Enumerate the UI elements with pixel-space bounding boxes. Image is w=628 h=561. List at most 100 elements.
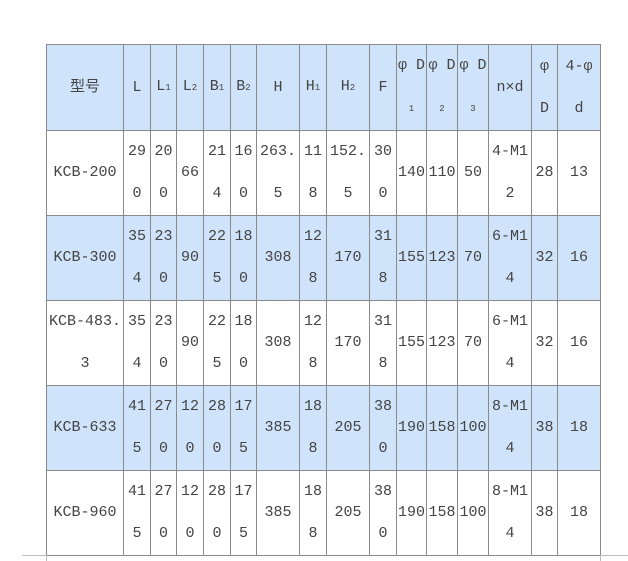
value-cell: 205: [326, 470, 370, 556]
value-cell: 175: [230, 385, 257, 471]
value-cell: 90: [176, 300, 204, 386]
value-cell: 32: [531, 215, 558, 301]
value-cell: 308: [256, 300, 300, 386]
value-cell: 200: [150, 130, 177, 216]
value-cell: 120: [176, 385, 204, 471]
value-cell: 120: [176, 470, 204, 556]
value-cell: 123: [426, 300, 458, 386]
value-cell: 123: [426, 215, 458, 301]
value-cell: 4-M12: [488, 130, 532, 216]
value-cell: 170: [326, 300, 370, 386]
value-cell: 100: [457, 470, 489, 556]
value-cell: 290: [123, 130, 151, 216]
value-cell: 152.5: [326, 130, 370, 216]
value-cell: 118: [299, 130, 327, 216]
column-header-label: L: [156, 78, 166, 95]
value-cell: 13: [557, 130, 601, 216]
value-cell: 300: [369, 130, 397, 216]
column-header: φ D 1: [396, 44, 427, 131]
column-header: L: [123, 44, 151, 131]
table-row: KCB-300 354 230 90 225 180 308 128 170 318 155 123 7…: [46, 215, 601, 301]
value-cell: 158: [426, 385, 458, 471]
value-cell: 214: [203, 130, 231, 216]
model-cell: KCB-483.3: [46, 300, 124, 386]
table-row: KCB-200 290 200 66 214 160 263.5 118 152.5 300 140…: [46, 130, 601, 216]
value-cell: 18: [557, 470, 601, 556]
value-cell: 8-M14: [488, 385, 532, 471]
value-cell: 90: [176, 215, 204, 301]
value-cell: 170: [326, 215, 370, 301]
value-cell: 16: [557, 300, 601, 386]
value-cell: 158: [426, 470, 458, 556]
value-cell: 32: [531, 300, 558, 386]
model-cell: KCB-960: [46, 470, 124, 556]
value-cell: 354: [123, 300, 151, 386]
value-cell: 415: [123, 470, 151, 556]
value-cell: 70: [457, 215, 489, 301]
value-cell: 38: [531, 385, 558, 471]
value-cell: 180: [230, 300, 257, 386]
table-row: KCB-483.3 354 230 90 225 180 308 128 170 318 155 12…: [46, 300, 601, 386]
model-cell: KCB-633: [46, 385, 124, 471]
value-cell: 128: [299, 215, 327, 301]
column-header-subscript: 1: [218, 83, 225, 93]
value-cell: 230: [150, 215, 177, 301]
value-cell: 140: [396, 130, 427, 216]
column-header: φ D 3: [457, 44, 489, 131]
model-cell: KCB-200: [46, 130, 124, 216]
value-cell: 190: [396, 385, 427, 471]
value-cell: 354: [123, 215, 151, 301]
value-cell: 380: [369, 385, 397, 471]
column-header: L1: [150, 44, 177, 131]
column-header: B1: [203, 44, 231, 131]
value-cell: 225: [203, 300, 231, 386]
column-header-label: H: [340, 78, 350, 95]
column-header: B2: [230, 44, 257, 131]
column-header-subscript: 1: [408, 104, 415, 114]
divider: [600, 555, 601, 561]
column-header: F: [369, 44, 397, 131]
value-cell: 385: [256, 470, 300, 556]
column-header: H1: [299, 44, 327, 131]
value-cell: 318: [369, 300, 397, 386]
value-cell: 160: [230, 130, 257, 216]
value-cell: 155: [396, 215, 427, 301]
value-cell: 190: [396, 470, 427, 556]
value-cell: 188: [299, 470, 327, 556]
value-cell: 318: [369, 215, 397, 301]
value-cell: 175: [230, 470, 257, 556]
column-header-label: L: [182, 78, 192, 95]
column-header-subscript: 2: [245, 83, 251, 93]
column-header: φ D: [531, 44, 558, 131]
value-cell: 18: [557, 385, 601, 471]
value-cell: 16: [557, 215, 601, 301]
value-cell: 415: [123, 385, 151, 471]
column-header-label: F: [378, 78, 388, 96]
divider: [601, 555, 628, 556]
value-cell: 308: [256, 215, 300, 301]
column-header: φ D 2: [426, 44, 458, 131]
value-cell: 205: [326, 385, 370, 471]
value-cell: 380: [369, 470, 397, 556]
value-cell: 280: [203, 470, 231, 556]
column-header-label: φ D: [428, 57, 456, 74]
value-cell: 8-M14: [488, 470, 532, 556]
value-cell: 38: [531, 470, 558, 556]
column-header-label: φ D: [539, 57, 549, 117]
value-cell: 225: [203, 215, 231, 301]
value-cell: 155: [396, 300, 427, 386]
column-header: H2: [326, 44, 370, 131]
value-cell: 188: [299, 385, 327, 471]
divider: [46, 555, 47, 561]
value-cell: 263.5: [256, 130, 300, 216]
value-cell: 385: [256, 385, 300, 471]
value-cell: 230: [150, 300, 177, 386]
value-cell: 270: [150, 385, 177, 471]
column-header-label: φ D: [398, 57, 426, 74]
table-row: KCB-633 415 270 120 280 175 385 188 205 380 190 158…: [46, 385, 601, 471]
table-row: KCB-960 415 270 120 280 175 385 188 205 380 190 158…: [46, 470, 601, 556]
column-header: 4-φ d: [557, 44, 601, 131]
column-header-subscript: 3: [470, 104, 476, 114]
